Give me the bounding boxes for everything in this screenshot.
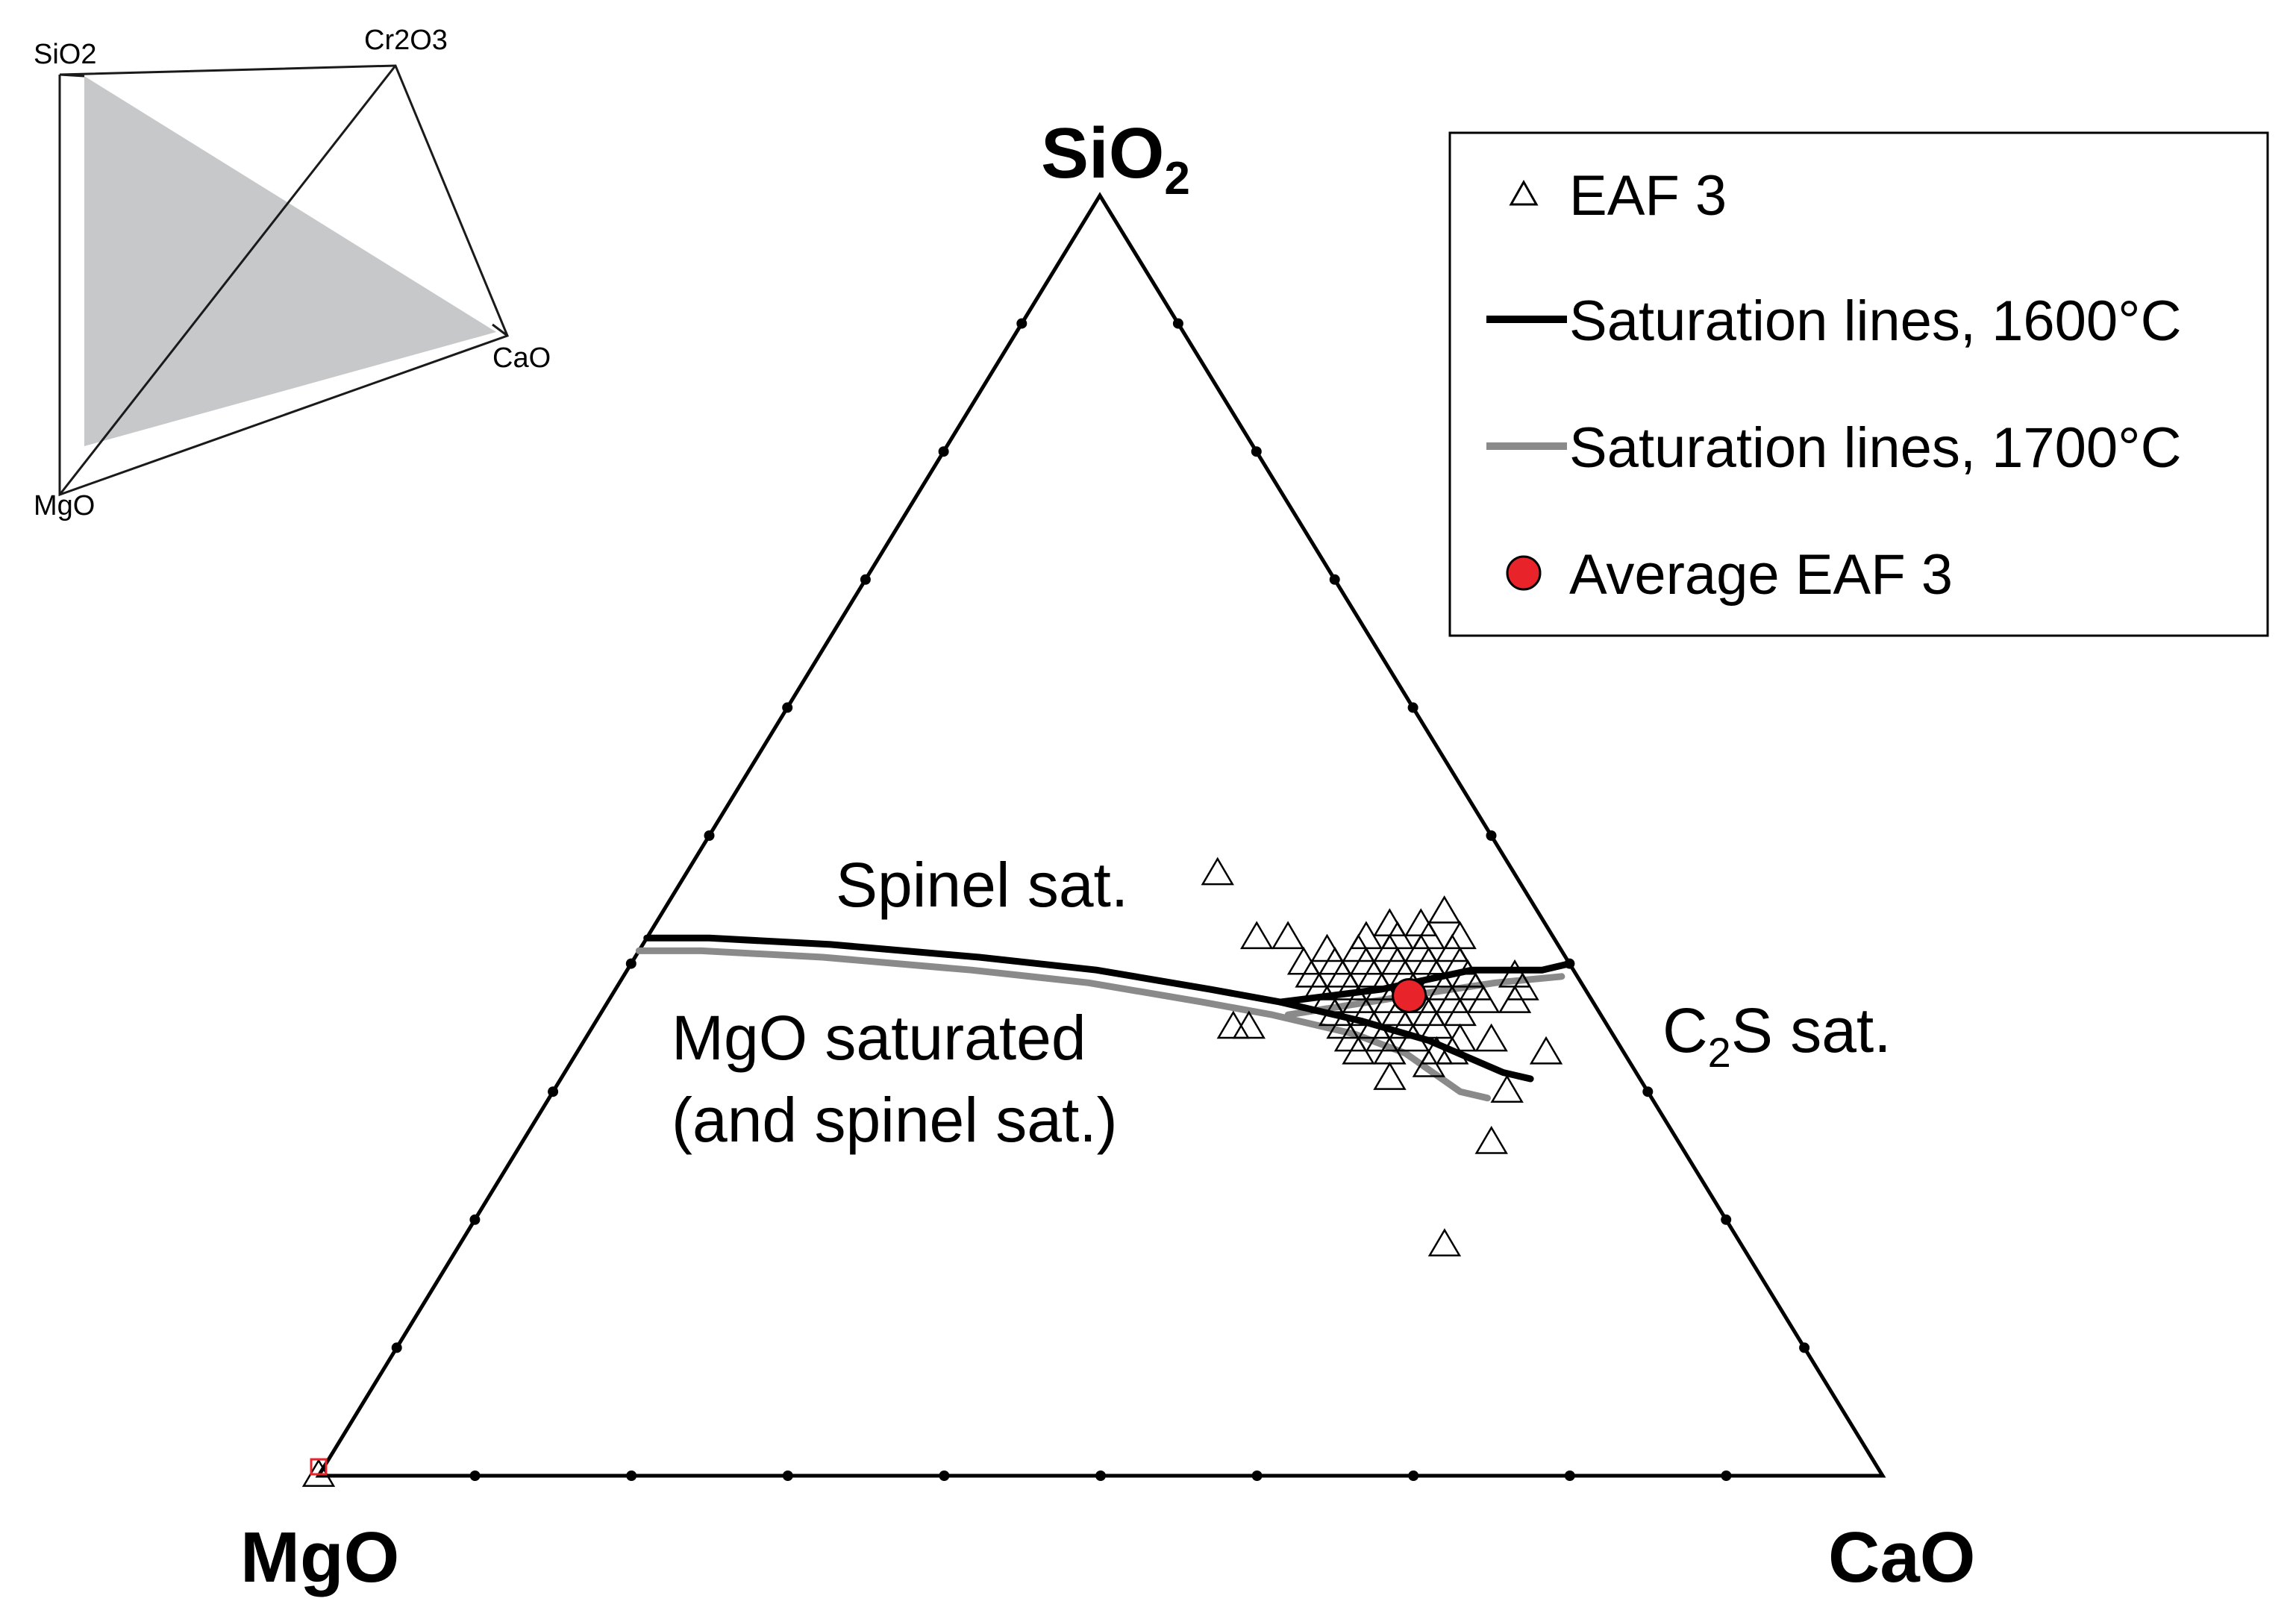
apex-label-sio2: SiO2	[1041, 113, 1190, 204]
annotation-spinel-sat: Spinel sat.	[836, 850, 1128, 920]
tick-dot-mgo-sio2	[704, 830, 715, 841]
origin-marker	[310, 1458, 328, 1476]
tick-dot-mgo-cao	[1564, 1471, 1575, 1481]
legend-label-sat-1600: Saturation lines, 1600°C	[1569, 289, 2181, 353]
eaf3-point	[1373, 1062, 1407, 1090]
eaf3-point	[1529, 1036, 1563, 1065]
eaf3-point	[1498, 985, 1532, 1013]
annotation-and-spinel-sat: (and spinel sat.)	[672, 1085, 1118, 1155]
inset-label-sio2: SiO2	[34, 39, 96, 70]
eaf3-point	[1427, 895, 1461, 924]
legend-red-circle-icon	[1506, 555, 1542, 591]
tick-dot-sio2-cao	[1407, 702, 1418, 713]
inset-label-cao: CaO	[492, 342, 551, 374]
eaf3-point	[1271, 921, 1305, 950]
tick-dot-mgo-cao	[469, 1471, 481, 1481]
eaf3-point	[1436, 1036, 1469, 1065]
average-eaf3-point	[1392, 978, 1427, 1013]
inset-edge-mgo-cr2o3	[58, 65, 397, 495]
tick-dot-mgo-cao	[1095, 1471, 1106, 1481]
tick-dot-mgo-sio2	[391, 1342, 402, 1353]
legend-item-average: Average EAF 3	[1506, 543, 1953, 607]
eaf3-point	[1490, 1074, 1524, 1103]
inset-tetrahedron: SiO2 Cr2O3 CaO MgO	[34, 25, 551, 522]
tick-dot-sio2-cao	[1251, 446, 1262, 457]
tick-dot-sio2-cao	[1642, 1086, 1654, 1097]
tick-dot-mgo-sio2	[860, 574, 871, 585]
tick-dot-sio2-cao	[1329, 574, 1340, 585]
inset-edge-cao	[492, 323, 508, 337]
eaf3-point	[1396, 1023, 1430, 1052]
tick-dot-mgo-sio2	[782, 702, 793, 713]
annotation-c2s-sat: C2S sat.	[1662, 995, 1892, 1076]
tick-dot-sio2-cao	[1172, 318, 1183, 329]
tick-dot-sio2-cao	[1799, 1342, 1810, 1353]
eaf3-point	[1412, 1049, 1446, 1077]
eaf3-point	[1201, 856, 1234, 886]
tick-dot-mgo-sio2	[469, 1214, 481, 1225]
inset-edges	[58, 64, 509, 497]
tick-dot-mgo-cao	[782, 1471, 793, 1481]
legend-label-average: Average EAF 3	[1569, 543, 1953, 607]
legend-label-sat-1700: Saturation lines, 1700°C	[1569, 416, 2181, 480]
eaf3-point	[1466, 985, 1501, 1013]
eaf3-point	[1342, 1036, 1375, 1065]
tick-dot-mgo-sio2	[938, 446, 949, 457]
legend-item-sat-1700: Saturation lines, 1700°C	[1486, 416, 2181, 480]
tick-dot-mgo-sio2	[1016, 318, 1027, 329]
eaf3-point	[1427, 1228, 1462, 1256]
legend: EAF 3 Saturation lines, 1600°C Saturatio…	[1448, 131, 2269, 637]
eaf3-point	[1443, 921, 1477, 950]
eaf3-points	[301, 856, 1563, 1487]
tick-dot-sio2-cao	[1721, 1214, 1732, 1225]
tick-dot-mgo-cao	[1721, 1471, 1732, 1481]
legend-triangle-icon	[1509, 179, 1539, 206]
eaf3-point	[1474, 1023, 1508, 1052]
eaf3-point	[1239, 921, 1274, 950]
average-layer	[310, 978, 1427, 1476]
tick-dot-mgo-cao	[1408, 1471, 1419, 1481]
eaf3-point	[1310, 933, 1344, 962]
eaf3-point	[1373, 908, 1407, 936]
tick-dot-mgo-cao	[1251, 1471, 1263, 1481]
eaf3-point	[1474, 1125, 1508, 1154]
tick-dot-mgo-cao	[939, 1471, 950, 1481]
apex-label-cao: CaO	[1828, 1518, 1975, 1597]
inset-label-cr2o3: Cr2O3	[364, 25, 448, 56]
legend-item-eaf3: EAF 3	[1509, 164, 1727, 228]
tick-dot-mgo-sio2	[548, 1086, 559, 1097]
annotation-mgo-saturated: MgO saturated	[672, 1003, 1086, 1073]
inset-shaded-plane	[84, 76, 496, 446]
ternary-plot: SiO2 MgO CaO Spinel sat. MgO saturated (…	[240, 113, 1975, 1597]
legend-label-eaf3: EAF 3	[1569, 164, 1727, 228]
eaf3-point	[1232, 1010, 1266, 1039]
legend-item-sat-1600: Saturation lines, 1600°C	[1486, 289, 2181, 353]
tick-dot-sio2-cao	[1486, 830, 1497, 841]
eaf3-point	[1216, 1010, 1250, 1039]
inset-label-mgo: MgO	[34, 490, 95, 522]
apex-label-mgo: MgO	[240, 1518, 399, 1597]
tick-dot-mgo-cao	[626, 1471, 637, 1481]
tick-dot-mgo-sio2	[625, 958, 636, 969]
legend-box	[1448, 131, 2269, 637]
saturation-line-sat1700	[635, 947, 1491, 1102]
